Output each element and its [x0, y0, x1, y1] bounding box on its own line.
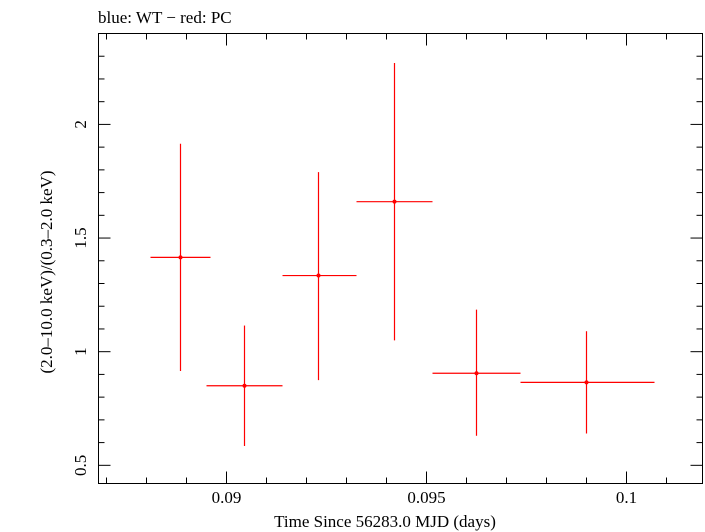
x-axis-label: Time Since 56283.0 MJD (days) — [274, 512, 496, 531]
y-tick-label: 0.5 — [71, 455, 90, 476]
data-point — [474, 371, 479, 376]
data-point — [584, 380, 589, 385]
x-tick-label: 0.095 — [407, 488, 445, 507]
y-axis-label: (2.0–10.0 keV)/(0.3–2.0 keV) — [37, 170, 56, 373]
plot-frame — [98, 33, 703, 484]
y-axis-ticks: 0.5 1 1.5 2 — [71, 55, 703, 476]
y-tick-label: 1 — [71, 347, 90, 356]
chart-title: blue: WT − red: PC — [98, 8, 232, 27]
data-series-pc — [150, 63, 655, 446]
y-tick-label: 2 — [71, 120, 90, 129]
x-axis-ticks: 0.09 0.095 0.1 — [106, 33, 667, 507]
y-tick-label: 1.5 — [71, 227, 90, 248]
data-point — [392, 199, 397, 204]
data-point — [316, 273, 321, 278]
data-point — [242, 383, 247, 388]
x-tick-label: 0.09 — [212, 488, 242, 507]
x-tick-label: 0.1 — [616, 488, 637, 507]
data-point — [178, 255, 183, 260]
